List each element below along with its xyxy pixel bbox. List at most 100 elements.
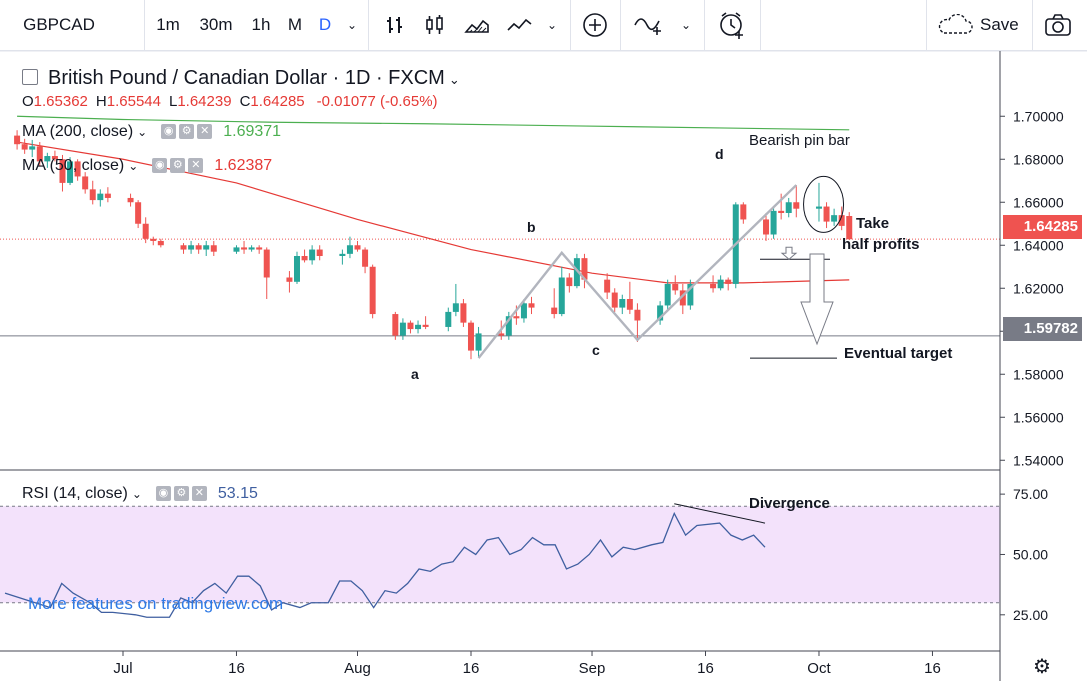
interval-D[interactable]: D [318,15,332,34]
candle-body [505,316,512,336]
alert-icon[interactable] [712,0,752,50]
annotation-half-profits: half profits [842,236,920,253]
close-value: 1.64285 [250,93,305,110]
interval-M[interactable]: M [287,15,303,34]
price-tick-label: 1.68000 [1013,151,1064,167]
chart-type-chevron-icon[interactable]: ⌄ [546,18,558,32]
eye-icon[interactable]: ◉ [161,124,177,140]
compare-chevron-icon[interactable]: ⌄ [680,18,692,32]
price-tick-label: 1.64000 [1013,237,1064,253]
candle-body [687,283,694,306]
interval-1m[interactable]: 1m [156,15,180,34]
candle-body [815,206,822,209]
candle-body [664,283,671,306]
save-button[interactable]: Save [936,0,1028,50]
rsi-tick-label: 75.00 [1013,486,1048,502]
candle-body [97,193,104,201]
rsi-legend[interactable]: RSI (14, close) ⌄ ◉ ⚙ ✕ 53.15 [22,485,258,503]
candle-body [551,307,558,315]
close-icon[interactable]: ✕ [188,158,204,174]
eye-icon[interactable]: ◉ [155,486,171,502]
candle-body [67,161,74,183]
candle-body [286,277,293,282]
time-axis: Jul 16 Aug 16 Sep 16 Oct 16 [113,651,941,677]
ma200-line [17,115,850,131]
candle-body [150,238,157,241]
candle-body [354,245,361,250]
candle-body [710,283,717,289]
candle-body [241,247,248,250]
price-tick-label: 1.54000 [1013,452,1064,468]
interval-30m[interactable]: 30m [199,15,233,34]
target-arrow-icon [800,253,834,346]
annotation-divergence: Divergence [749,495,830,512]
ma200-legend[interactable]: MA (200, close) ⌄ ◉ ⚙ ✕ 1.69371 [22,123,281,141]
cloud-save-icon [938,14,973,34]
candle-body [626,299,633,310]
candle-body [452,303,459,312]
candle-body [195,245,202,250]
last-price-label: 1.64285 [1003,215,1082,239]
candle-body [498,333,505,336]
candle-body [445,311,452,327]
candle-body [657,305,664,321]
horizontal-line-price-label: 1.59782 [1003,317,1082,341]
symbol-legend[interactable]: British Pound / Canadian Dollar · 1D · F… [22,67,460,90]
candle-body [611,292,618,308]
annotation-take: Take [856,215,890,232]
settings-icon[interactable]: ⚙ [173,486,189,502]
candle-body [422,324,429,327]
candle-body [210,245,217,252]
camera-icon[interactable] [1038,0,1078,50]
open-value: 1.65362 [33,93,88,110]
chevron-down-icon[interactable]: ⌄ [131,487,142,501]
settings-gear-icon[interactable]: ⚙ [1033,656,1051,678]
candle-body [770,210,777,235]
candle-body [127,197,134,203]
candle-body [21,144,28,150]
watermark-link[interactable]: More features on tradingview.com [28,594,284,613]
toolbar-divider [570,0,571,50]
add-indicator-icon[interactable] [578,0,612,50]
symbol-search[interactable]: GBPCAD [23,15,95,34]
interval-1h[interactable]: 1h [251,15,271,34]
time-tick-label: Jul [113,660,132,677]
collapse-legend-icon[interactable] [22,69,38,85]
high-label: H [95,93,107,110]
candle-body [581,258,588,280]
candle-body [679,290,686,306]
toolbar-divider [620,0,621,50]
candle-body [59,159,66,183]
candle-body [256,247,263,250]
compare-icon[interactable] [630,0,670,50]
close-icon[interactable]: ✕ [191,486,207,502]
area-chart-icon[interactable] [460,0,494,50]
eye-icon[interactable]: ◉ [152,158,168,174]
chevron-down-icon[interactable]: ⌄ [137,125,148,139]
ma50-legend[interactable]: MA (50, close) ⌄ ◉ ⚙ ✕ 1.62387 [22,157,272,175]
candle-body [188,245,195,250]
rsi-label: RSI (14, close) [22,485,128,502]
settings-icon[interactable]: ⚙ [170,158,186,174]
candle-body [346,245,353,254]
line-chart-icon[interactable] [502,0,536,50]
label-b: b [527,219,536,235]
candle-body [717,279,724,289]
bar-chart-icon[interactable] [378,0,412,50]
top-toolbar: GBPCAD 1m 30m 1h M D ⌄ ⌄ ⌄ Save [0,0,1087,51]
close-icon[interactable]: ✕ [197,124,213,140]
candle-body [407,322,414,330]
chevron-down-icon[interactable]: ⌄ [448,72,460,87]
candle-body [135,202,142,224]
price-tick-label: 1.58000 [1013,366,1064,382]
candles-icon[interactable] [420,0,450,50]
chevron-down-icon[interactable]: ⌄ [128,159,139,173]
candle-body [316,249,323,256]
candle-body [672,283,679,291]
settings-icon[interactable]: ⚙ [179,124,195,140]
price-axis: 1.700001.680001.660001.640001.620001.600… [1000,108,1064,623]
annotation-eventual-target: Eventual target [844,345,953,362]
interval-dropdown-chevron-icon[interactable]: ⌄ [346,18,358,32]
toolbar-divider [144,0,145,50]
